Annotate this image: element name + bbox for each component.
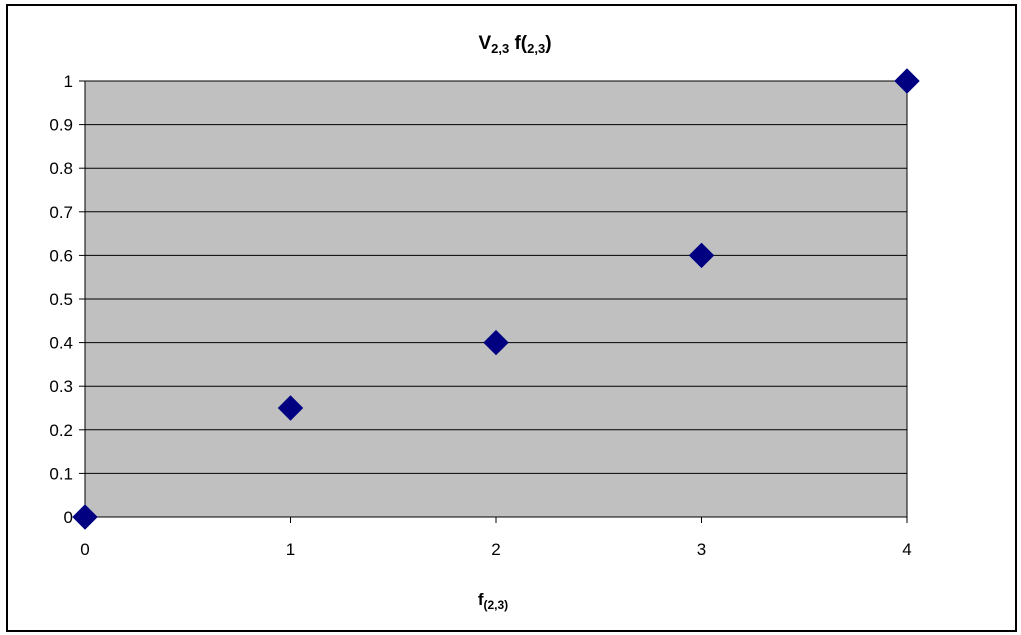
x-tick-label-3: 3 [697,540,706,559]
data-point-4 [894,68,920,94]
x-tick-label-2: 2 [491,540,500,559]
y-tick-label-8: 0.8 [49,159,73,178]
y-tick-label-0: 0 [64,508,73,527]
y-tick-label-4: 0.4 [49,334,73,353]
y-tick-label-5: 0.5 [49,290,73,309]
y-tick-label-1: 0.1 [49,464,73,483]
x-tick-label-0: 0 [80,540,89,559]
y-tick-label-6: 0.6 [49,246,73,265]
data-points [72,68,920,530]
x-tick-label-4: 4 [902,540,911,559]
y-tick-label-2: 0.2 [49,421,73,440]
gridlines [85,80,907,518]
y-tick-label-3: 0.3 [49,377,73,396]
chart-title: V2,3 f(2,3) [478,33,551,56]
x-tick-label-1: 1 [286,540,295,559]
data-point-2 [483,329,509,356]
x-axis-title: f(2,3) [478,590,508,612]
data-point-0 [72,504,98,530]
y-tick-label-9: 0.9 [49,116,73,135]
y-axis-ticks: 0 0.1 0.2 0.3 0.4 0.5 0.6 0.7 0.8 0.9 1 [49,72,85,527]
data-point-1 [277,395,304,421]
data-point-3 [688,242,715,269]
y-tick-label-10: 1 [64,72,73,91]
y-tick-label-7: 0.7 [49,203,73,222]
x-axis-ticks: 0 1 2 3 4 [80,517,912,559]
